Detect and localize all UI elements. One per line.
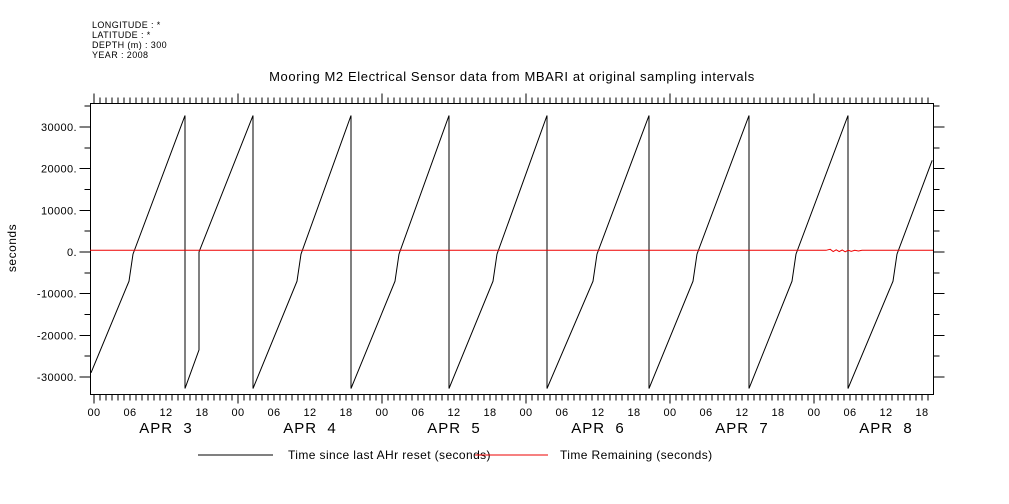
x-hour-label: 12 — [447, 407, 460, 419]
y-axis-title: seconds — [5, 224, 19, 272]
x-hour-label: 06 — [843, 407, 856, 419]
x-hour-label: 12 — [303, 407, 316, 419]
x-hour-label: 18 — [195, 407, 208, 419]
x-hour-label: 18 — [627, 407, 640, 419]
series-line-1 — [90, 248, 933, 253]
x-date-label: APR 3 — [139, 420, 193, 437]
x-hour-label: 12 — [591, 407, 604, 419]
y-tick-label: -20000. — [37, 330, 77, 342]
x-axis-hour-labels: 00 06 12 18 00 06 12 18 00 06 12 18 00 06 12 18 00 06 12 18… — [87, 407, 928, 419]
x-hour-label: 00 — [519, 407, 532, 419]
series-line-0 — [90, 115, 933, 389]
x-axis-date-labels: APR 3 APR 4 APR 5 APR 6 APR 7 APR 8 — [139, 420, 913, 437]
y-tick-label: -10000. — [37, 289, 77, 301]
chart-title: Mooring M2 Electrical Sensor data from M… — [269, 69, 755, 84]
axis-ticks — [79, 93, 945, 404]
x-hour-label: 12 — [735, 407, 748, 419]
legend: Time since last AHr reset (seconds) Time… — [198, 448, 713, 462]
plot-border — [90, 103, 934, 395]
x-hour-label: 06 — [267, 407, 280, 419]
metadata-header: LONGITUDE : * LATITUDE : * DEPTH (m) : 3… — [92, 20, 167, 60]
x-hour-label: 06 — [123, 407, 136, 419]
x-date-label: APR 5 — [427, 420, 481, 437]
y-tick-label: -30000. — [37, 372, 77, 384]
x-hour-label: 06 — [699, 407, 712, 419]
y-tick-label: 10000. — [41, 205, 77, 217]
y-tick-label: 0. — [67, 247, 77, 259]
legend-label-time-remaining: Time Remaining (seconds) — [560, 448, 713, 462]
x-hour-label: 00 — [663, 407, 676, 419]
x-date-label: APR 7 — [715, 420, 769, 437]
x-hour-label: 00 — [375, 407, 388, 419]
x-hour-label: 00 — [87, 407, 100, 419]
y-tick-label: 20000. — [41, 164, 77, 176]
header-year: YEAR : 2008 — [92, 50, 148, 60]
x-hour-label: 06 — [411, 407, 424, 419]
y-tick-label: 30000. — [41, 122, 77, 134]
x-hour-label: 00 — [231, 407, 244, 419]
header-depth: DEPTH (m) : 300 — [92, 40, 167, 50]
x-date-label: APR 8 — [859, 420, 913, 437]
x-hour-label: 12 — [879, 407, 892, 419]
x-hour-label: 12 — [159, 407, 172, 419]
x-hour-label: 18 — [339, 407, 352, 419]
x-hour-label: 18 — [483, 407, 496, 419]
x-hour-label: 00 — [807, 407, 820, 419]
x-hour-label: 18 — [915, 407, 928, 419]
y-axis-tick-labels: 30000. 20000. 10000. 0. -10000. -20000. -30000… — [37, 122, 77, 384]
x-hour-label: 18 — [771, 407, 784, 419]
x-hour-label: 06 — [555, 407, 568, 419]
series-lines — [90, 115, 933, 389]
x-date-label: APR 6 — [571, 420, 625, 437]
header-latitude: LATITUDE : * — [92, 30, 151, 40]
x-date-label: APR 4 — [283, 420, 337, 437]
header-longitude: LONGITUDE : * — [92, 20, 161, 30]
legend-label-ahr-reset: Time since last AHr reset (seconds) — [288, 448, 491, 462]
